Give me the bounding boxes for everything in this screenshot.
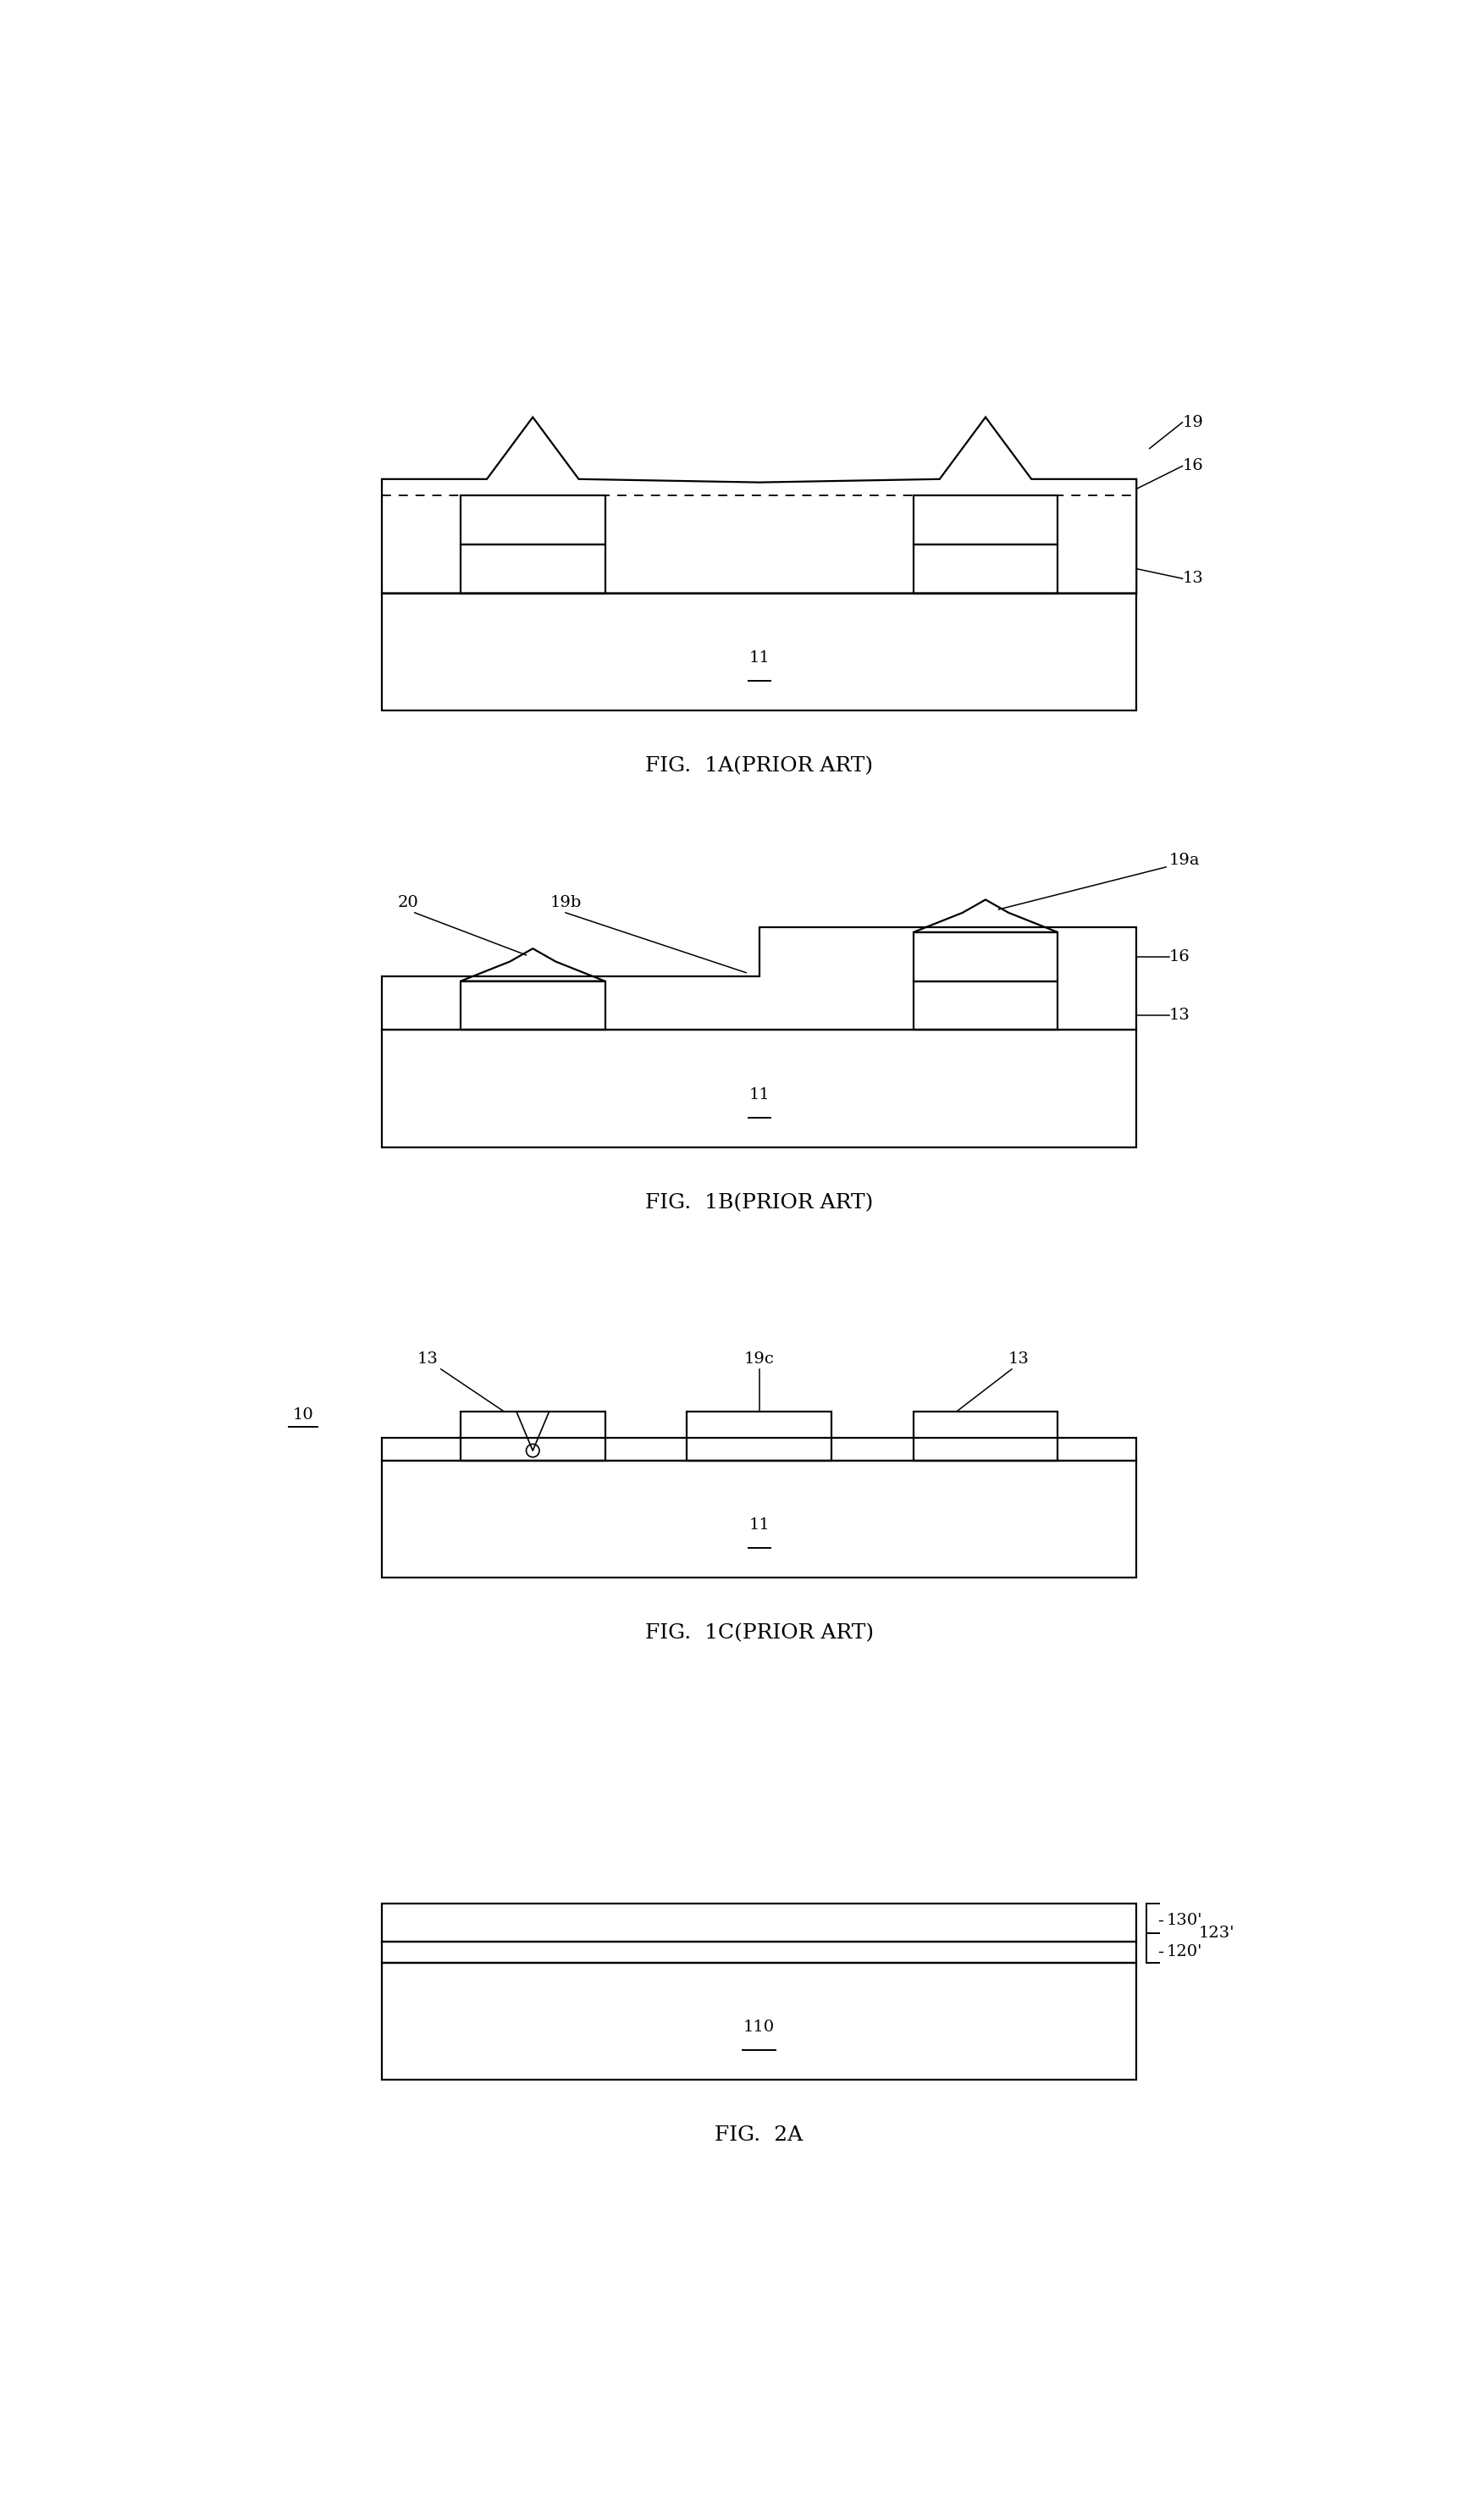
Bar <box>382 1940 1137 1963</box>
Text: 19c: 19c <box>744 1351 774 1366</box>
Text: 13: 13 <box>1008 1351 1029 1366</box>
Bar <box>382 1031 1137 1147</box>
Bar <box>913 980 1058 1031</box>
Bar <box>913 496 1058 544</box>
Bar <box>460 496 605 544</box>
Text: 16: 16 <box>1183 459 1203 474</box>
Text: FIG.  1C(PRIOR ART): FIG. 1C(PRIOR ART) <box>645 1623 873 1643</box>
Text: 19: 19 <box>1183 416 1203 431</box>
Text: FIG.  2A: FIG. 2A <box>715 2124 804 2145</box>
Bar <box>460 544 605 592</box>
Bar <box>687 1411 832 1462</box>
Text: 19b: 19b <box>549 895 582 910</box>
Text: 123': 123' <box>1199 1925 1234 1940</box>
Bar <box>913 544 1058 592</box>
Text: 13: 13 <box>1183 572 1203 587</box>
Text: 11: 11 <box>749 1086 770 1101</box>
Text: 11: 11 <box>749 1517 770 1532</box>
Bar <box>382 592 1137 711</box>
Bar <box>382 1963 1137 2079</box>
Bar <box>382 1903 1137 1940</box>
Text: 120': 120' <box>1166 1945 1202 1961</box>
Text: 10: 10 <box>293 1406 314 1421</box>
Bar <box>913 932 1058 980</box>
Bar <box>460 980 605 1031</box>
Text: 11: 11 <box>749 650 770 665</box>
Bar <box>382 1436 1137 1462</box>
Text: 16: 16 <box>1169 950 1190 965</box>
Text: FIG.  1A(PRIOR ART): FIG. 1A(PRIOR ART) <box>645 756 873 776</box>
Text: 19a: 19a <box>1169 852 1200 869</box>
Bar <box>913 1411 1058 1462</box>
Text: 20: 20 <box>398 895 419 910</box>
Text: 130': 130' <box>1166 1913 1202 1928</box>
Text: 13: 13 <box>417 1351 438 1366</box>
Text: FIG.  1B(PRIOR ART): FIG. 1B(PRIOR ART) <box>645 1192 873 1212</box>
Text: 110: 110 <box>743 2019 776 2034</box>
Text: 13: 13 <box>1169 1008 1190 1023</box>
Bar <box>382 1462 1137 1578</box>
Bar <box>460 1411 605 1462</box>
